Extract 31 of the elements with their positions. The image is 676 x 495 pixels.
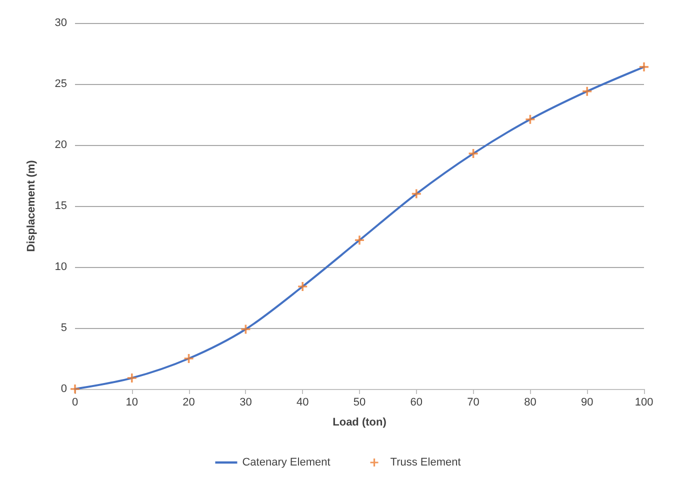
y-tick-label: 5 [60,322,67,334]
x-tick-label: 0 [72,396,78,408]
point [127,374,136,383]
y-tick-label: 10 [54,261,67,273]
y-tick-label: 20 [54,139,67,151]
y-axis-title: Displacement (m) [26,160,38,252]
y-tick-label: 25 [54,78,67,90]
x-tick-label: 70 [467,396,480,408]
x-tick-label: 30 [240,396,252,408]
point [184,354,194,363]
point [468,149,478,158]
point [582,86,592,96]
x-tick-label: 10 [126,396,138,408]
x-tick-label: 100 [634,396,654,408]
x-tick-label: 80 [524,396,536,408]
x-tick-label: 50 [353,396,366,408]
point [355,236,364,245]
point [526,114,535,124]
x-tick-label: 90 [580,396,594,408]
y-tick-label: 30 [54,17,67,29]
legend-label: Truss Element [390,456,461,468]
x-tick-label: 20 [182,396,195,408]
legend-label: Catenary Element [242,456,330,468]
x-tick-label: 60 [410,396,423,408]
point [412,189,421,198]
x-tick-label: 40 [296,396,309,408]
y-tick-label: 15 [54,200,67,212]
y-tick-label: 0 [60,383,67,395]
point [298,282,308,292]
point [640,62,648,72]
x-axis-title: Load (ton) [332,416,387,428]
